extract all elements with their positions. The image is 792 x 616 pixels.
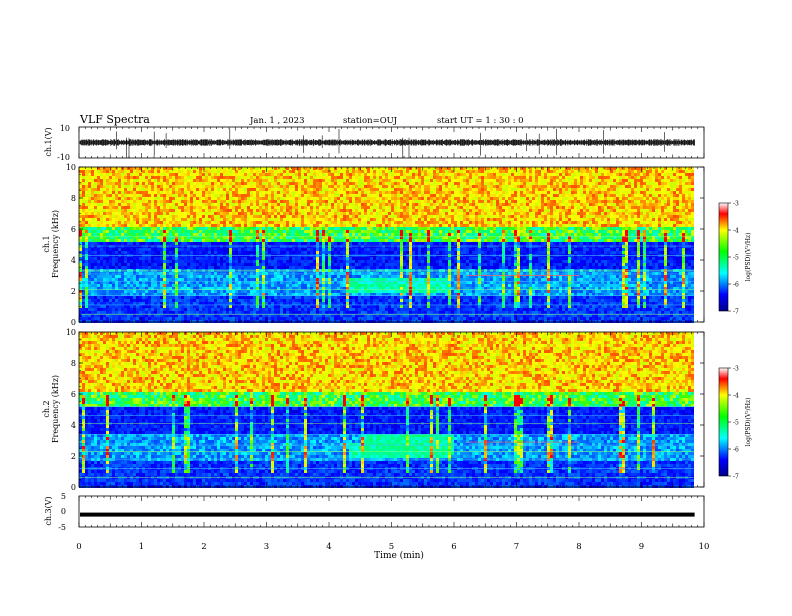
ch1-spec-y-label-line2: Frequency (kHz) — [51, 210, 60, 278]
time-tick-label: 6 — [451, 542, 456, 552]
freq-tick-label: 6 — [71, 390, 76, 399]
ch3-waveform-panel: 5 0 -5 ch.3(V) — [44, 492, 704, 532]
ch2-spec-y-label-line2: Frequency (kHz) — [51, 375, 60, 443]
ch1-y-tick-bottom: -10 — [57, 153, 70, 162]
freq-tick-label: 8 — [71, 194, 76, 203]
colorbar-tick-label: -3 — [733, 201, 739, 208]
time-tick-label: 3 — [264, 542, 269, 552]
colorbar-tick-label: -3 — [733, 366, 739, 373]
ch3-y-tick-mid: 0 — [61, 507, 66, 516]
ch2-spec-y-label-line1: ch.2 — [42, 400, 51, 417]
freq-tick-label: 8 — [71, 359, 76, 368]
colorbar-tick-label: -5 — [733, 255, 739, 262]
ch2-spectrogram-image — [79, 332, 704, 488]
freq-tick-label: 0 — [71, 318, 76, 327]
freq-tick-label: 0 — [71, 483, 76, 492]
freq-tick-label: 2 — [71, 452, 76, 461]
ch1-spectrogram-image — [79, 167, 704, 323]
freq-tick-label: 10 — [66, 328, 76, 337]
colorbar-tick-label: -6 — [733, 282, 739, 289]
ch3-waveform-line — [80, 513, 695, 517]
colorbar-tick-label: -6 — [733, 447, 739, 454]
colorbar-label: log(PSD)(V²/Hz) — [745, 398, 752, 447]
ch2-spectrogram-panel: 0 2 4 6 8 10 ch.2 Frequency (kHz) -3 -4 -5 -6 -7 l… — [42, 328, 752, 492]
ch3-y-tick-top: 5 — [61, 492, 66, 501]
ch2-colorbar: -3 -4 -5 -6 -7 log(PSD)(V²/Hz) — [719, 366, 752, 481]
freq-tick-label: 10 — [66, 163, 76, 172]
time-tick-label: 2 — [201, 542, 206, 552]
colorbar-tick-label: -7 — [733, 474, 739, 481]
ch1-spec-y-label-line1: ch.1 — [42, 235, 51, 252]
date-label: Jan. 1 , 2023 — [249, 116, 305, 126]
ch3-y-tick-bottom: -5 — [58, 523, 66, 532]
freq-tick-label: 4 — [71, 256, 76, 265]
ch1-y-label: ch.1(V) — [44, 127, 53, 156]
time-tick-label: 7 — [514, 542, 519, 552]
ch3-y-label: ch.3(V) — [44, 496, 53, 525]
station-label: station=OUJ — [343, 116, 398, 126]
time-tick-label: 8 — [576, 542, 581, 552]
colorbar-label: log(PSD)(V²/Hz) — [745, 233, 752, 282]
ch1-colorbar: -3 -4 -5 -6 -7 log(PSD)(V²/Hz) — [719, 201, 752, 316]
time-tick-label: 1 — [139, 542, 144, 552]
time-tick-label: 10 — [699, 542, 710, 552]
time-axis-label: Time (min) — [374, 550, 424, 561]
colorbar-tick-label: -4 — [733, 228, 739, 235]
colorbar-gradient — [719, 203, 728, 311]
ch1-y-tick-top: 10 — [60, 124, 70, 133]
start-ut-label: start UT = 1 : 30 : 0 — [437, 116, 524, 126]
colorbar-tick-label: -5 — [733, 420, 739, 427]
time-tick-label: 0 — [76, 542, 81, 552]
ch3-waveform-trace — [80, 513, 695, 517]
ch1-spectrogram-panel: 0 2 4 6 8 10 ch.1 Frequency (kHz) -3 -4 -5 -6 -7 l… — [42, 163, 752, 327]
colorbar-tick-label: -4 — [733, 393, 739, 400]
time-tick-label: 9 — [639, 542, 644, 552]
freq-tick-label: 6 — [71, 225, 76, 234]
colorbar-tick-label: -7 — [733, 309, 739, 316]
ch1-waveform-panel: 10 -10 ch.1(V) — [44, 124, 704, 162]
freq-tick-label: 2 — [71, 287, 76, 296]
time-tick-label: 4 — [326, 542, 331, 552]
figure-title: VLF Spectra — [79, 113, 150, 126]
colorbar-gradient — [719, 368, 728, 476]
freq-tick-label: 4 — [71, 421, 76, 430]
